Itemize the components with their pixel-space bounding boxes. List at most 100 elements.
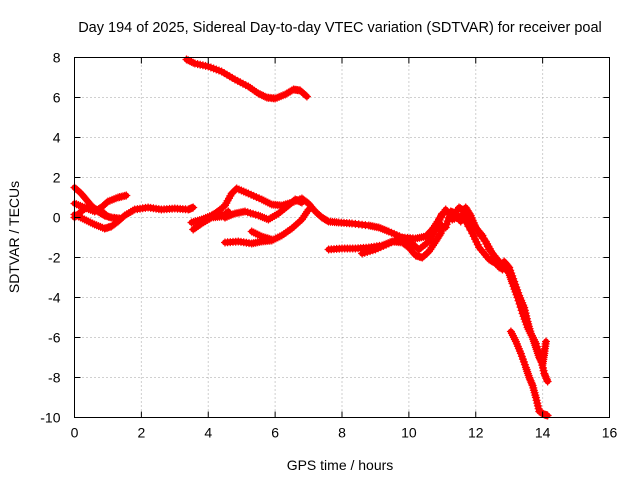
data-point bbox=[422, 239, 431, 248]
data-point bbox=[90, 220, 99, 229]
y-tick-label: 2 bbox=[53, 170, 61, 186]
data-point bbox=[230, 186, 239, 195]
data-point bbox=[199, 214, 208, 223]
data-point bbox=[112, 194, 120, 203]
data-point bbox=[128, 206, 137, 215]
data-point bbox=[277, 92, 286, 101]
x-tick-label: 12 bbox=[468, 425, 484, 441]
data-point bbox=[526, 329, 535, 338]
data-point bbox=[510, 335, 519, 344]
series-arc-5 bbox=[70, 201, 109, 222]
series-arc-17 bbox=[506, 327, 552, 420]
data-point bbox=[289, 222, 298, 231]
x-tick-label: 2 bbox=[137, 425, 145, 441]
x-tick-label: 4 bbox=[204, 425, 212, 441]
data-point bbox=[273, 233, 282, 242]
data-point bbox=[182, 55, 191, 64]
data-point bbox=[90, 204, 99, 213]
data-point bbox=[404, 236, 413, 245]
data-point bbox=[110, 195, 118, 204]
data-point bbox=[259, 91, 268, 100]
data-point bbox=[197, 215, 206, 224]
series-arc-11 bbox=[247, 227, 276, 244]
data-point bbox=[464, 222, 473, 231]
data-point bbox=[258, 213, 267, 222]
data-point bbox=[203, 213, 212, 222]
data-point bbox=[74, 201, 83, 210]
data-point bbox=[189, 203, 198, 212]
data-point bbox=[323, 216, 332, 225]
data-point bbox=[504, 262, 513, 271]
data-point bbox=[297, 198, 306, 207]
data-point bbox=[259, 196, 268, 205]
data-point bbox=[527, 379, 536, 388]
data-point bbox=[82, 216, 91, 225]
data-point bbox=[96, 222, 105, 231]
y-tick-label: 8 bbox=[53, 50, 61, 66]
data-point bbox=[374, 223, 383, 232]
data-point bbox=[528, 333, 537, 342]
data-point bbox=[497, 264, 506, 273]
data-point bbox=[254, 89, 263, 98]
data-point bbox=[281, 90, 290, 99]
data-point bbox=[122, 191, 131, 200]
x-tick-label: 10 bbox=[401, 425, 417, 441]
data-point bbox=[301, 91, 310, 100]
series-line bbox=[442, 204, 551, 385]
y-tick-label: -6 bbox=[48, 330, 61, 346]
data-point bbox=[521, 363, 530, 372]
data-point bbox=[185, 57, 194, 66]
data-point bbox=[88, 219, 97, 228]
data-point bbox=[450, 214, 459, 223]
series-arc-9 bbox=[221, 195, 306, 224]
data-point bbox=[382, 226, 391, 235]
data-point bbox=[291, 220, 300, 229]
axis-layer: 0 2 4 6 8 10 12 14 16 -10 -8 -6 -4 -2 0 2 4 6 8 bbox=[40, 50, 617, 441]
data-point bbox=[100, 209, 109, 218]
data-point bbox=[92, 221, 101, 230]
y-tick-label: -4 bbox=[48, 290, 61, 306]
data-point bbox=[508, 331, 517, 340]
data-point bbox=[257, 91, 266, 100]
data-point bbox=[271, 94, 280, 103]
data-point bbox=[406, 238, 415, 247]
data-point bbox=[94, 222, 103, 231]
data-point bbox=[509, 333, 518, 342]
data-point bbox=[282, 89, 291, 98]
data-point bbox=[286, 87, 295, 96]
data-point bbox=[498, 265, 507, 274]
grid-layer bbox=[74, 57, 610, 418]
series-layer bbox=[70, 55, 552, 420]
data-point bbox=[247, 227, 256, 236]
data-point bbox=[80, 215, 89, 224]
data-point bbox=[530, 337, 539, 346]
y-tick-label: -2 bbox=[48, 250, 61, 266]
data-point bbox=[543, 411, 552, 420]
data-point bbox=[251, 229, 260, 238]
data-point bbox=[452, 213, 461, 222]
x-tick-label: 8 bbox=[338, 425, 346, 441]
data-point bbox=[223, 212, 231, 221]
data-point bbox=[285, 225, 294, 234]
data-point bbox=[303, 207, 312, 216]
data-point bbox=[249, 228, 258, 237]
series-arc-13 bbox=[358, 209, 447, 258]
data-point bbox=[273, 93, 282, 102]
data-point bbox=[263, 198, 272, 207]
data-point bbox=[187, 57, 196, 66]
data-point bbox=[529, 335, 538, 344]
data-point bbox=[302, 92, 311, 101]
y-tick-label: -8 bbox=[48, 370, 61, 386]
x-tick-label: 6 bbox=[271, 425, 279, 441]
y-tick-label: -10 bbox=[40, 410, 60, 426]
data-point bbox=[87, 202, 96, 211]
data-point bbox=[460, 215, 469, 224]
y-axis-label: SDTVAR / TECUs bbox=[6, 181, 22, 293]
data-point bbox=[254, 211, 263, 220]
data-point bbox=[221, 213, 229, 222]
data-point bbox=[527, 331, 536, 340]
data-point bbox=[102, 198, 111, 207]
data-point bbox=[523, 369, 532, 378]
data-point bbox=[103, 197, 112, 206]
data-point bbox=[256, 90, 265, 99]
